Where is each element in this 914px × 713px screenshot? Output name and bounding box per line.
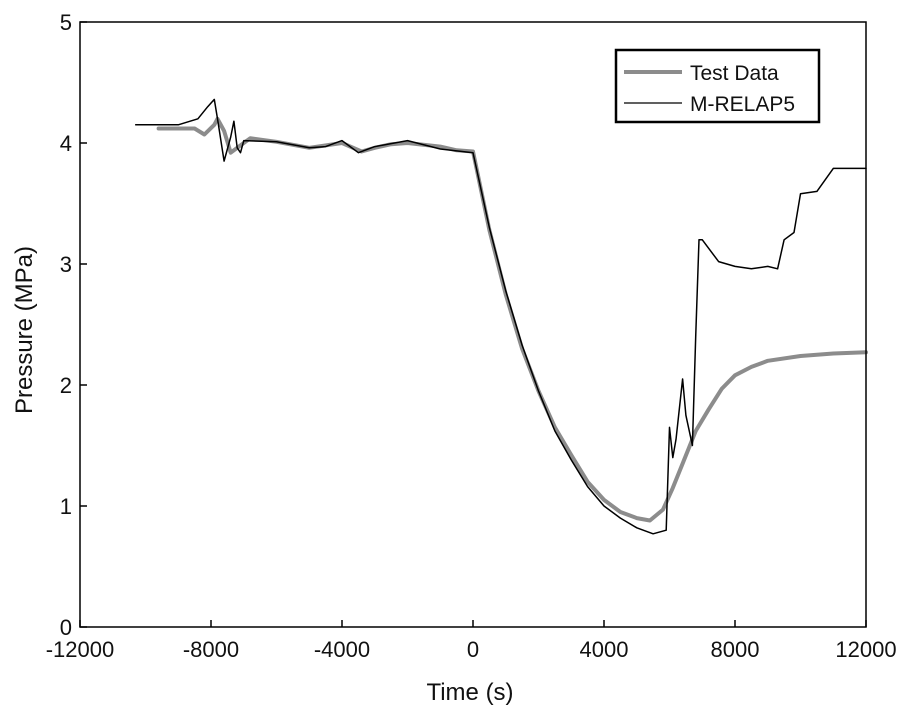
x-tick-label: 8000: [711, 637, 760, 662]
y-tick-label: 5: [60, 10, 72, 35]
y-tick-label: 3: [60, 252, 72, 277]
y-tick-label: 0: [60, 615, 72, 640]
legend-box: [614, 48, 821, 124]
series-line-test-data: [156, 116, 868, 523]
legend-label-test-data: Test Data: [690, 62, 779, 85]
x-tick-label: -12000: [46, 637, 115, 662]
x-tick-label: 4000: [580, 637, 629, 662]
x-tick-label: -8000: [183, 637, 239, 662]
y-tick-label: 1: [60, 494, 72, 519]
tick-layer: -12000 -8000 -4000 0 4000 8000 12000 0 1 2 3 4 5: [46, 10, 897, 662]
x-tick-label: 12000: [835, 637, 896, 662]
x-axis-label: Time (s): [426, 679, 513, 706]
series-layer: [134, 98, 868, 535]
series-line-m-relap5: [134, 98, 867, 535]
y-axis-label: Pressure (MPa): [11, 246, 38, 414]
x-tick-label: 0: [467, 637, 479, 662]
legend: Test Data M-RELAP5: [614, 48, 821, 124]
y-tick-label: 4: [60, 131, 72, 156]
legend-label-m-relap5: M-RELAP5: [690, 93, 795, 116]
x-tick-label: -4000: [314, 637, 370, 662]
y-tick-label: 2: [60, 373, 72, 398]
